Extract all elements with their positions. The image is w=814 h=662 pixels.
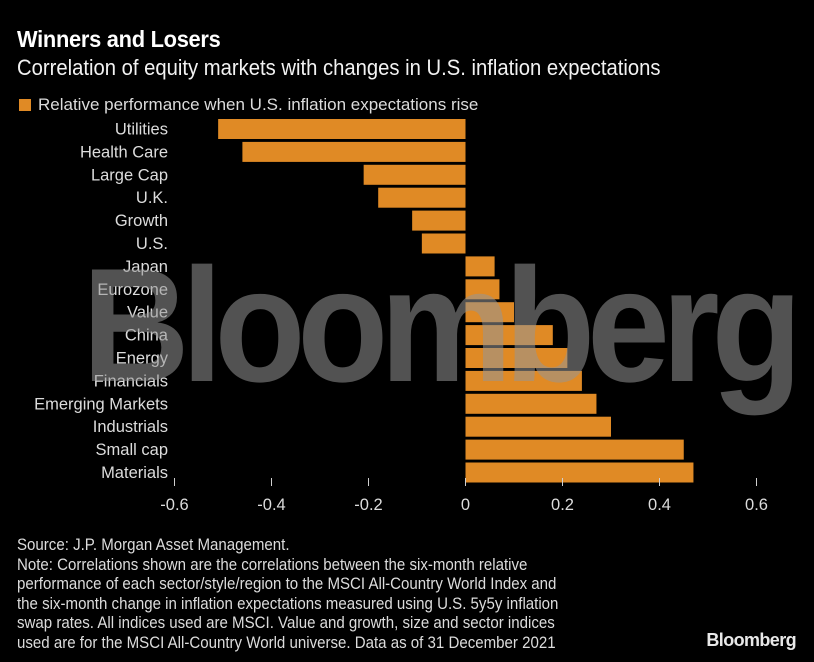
bar-u-s — [421, 233, 466, 254]
bloomberg-logo: Bloomberg — [706, 630, 796, 650]
x-tick-label: -0.4 — [257, 496, 285, 514]
x-axis: -0.6 -0.4 -0.2 0 0.2 0.4 0.6 — [160, 478, 768, 514]
category-label: U.K. — [136, 189, 168, 207]
x-tick-label: 0.4 — [648, 496, 671, 514]
x-tick-label: 0.6 — [745, 496, 768, 514]
bar-small-cap — [465, 439, 684, 460]
bar-energy — [465, 348, 568, 368]
category-label: Utilities — [115, 121, 168, 139]
bar-financials — [465, 370, 582, 391]
chart-title: Winners and Losers — [17, 26, 221, 52]
note-text: Note: Correlations shown are the correla… — [17, 555, 559, 652]
legend: Relative performance when U.S. inflation… — [19, 95, 478, 115]
x-tick-label: -0.6 — [160, 496, 188, 514]
bar-emerging-markets — [465, 393, 597, 414]
bar-materials — [465, 462, 694, 483]
category-labels-group: Utilities Health Care Large Cap U.K. Growth U… — [34, 121, 169, 483]
x-tick-label: 0.2 — [551, 496, 574, 514]
category-label: Value — [127, 304, 168, 322]
category-label: China — [125, 327, 169, 345]
category-label: Eurozone — [97, 281, 168, 299]
footer-notes: Source: J.P. Morgan Asset Management. No… — [17, 536, 649, 653]
bar-china — [465, 325, 553, 346]
category-label: Large Cap — [91, 166, 168, 184]
category-label: Japan — [123, 258, 168, 276]
x-tick-label: 0 — [461, 496, 470, 514]
category-label: Small cap — [96, 441, 168, 459]
source-text: Source: J.P. Morgan Asset Management. — [17, 536, 290, 554]
bar-industrials — [465, 416, 611, 437]
bar-large-cap — [363, 164, 466, 185]
bar-utilities — [218, 119, 466, 139]
bar-health-care — [242, 141, 466, 162]
category-label: Industrials — [93, 418, 168, 436]
category-label: Energy — [116, 350, 169, 368]
legend-swatch — [19, 99, 31, 111]
category-label: U.S. — [136, 235, 168, 253]
category-label: Growth — [115, 212, 168, 230]
x-tick-label: -0.2 — [354, 496, 382, 514]
category-label: Financials — [94, 372, 168, 390]
bar-japan — [465, 256, 495, 277]
legend-label: Relative performance when U.S. inflation… — [38, 95, 479, 114]
bar-u-k — [378, 187, 466, 208]
category-label: Materials — [101, 464, 168, 482]
bar-growth — [412, 210, 466, 231]
bars-group — [218, 119, 694, 483]
bar-eurozone — [465, 279, 500, 300]
bar-value — [465, 302, 514, 323]
category-label: Health Care — [80, 143, 168, 161]
chart-subtitle: Correlation of equity markets with chang… — [17, 55, 661, 80]
category-label: Emerging Markets — [34, 395, 168, 413]
